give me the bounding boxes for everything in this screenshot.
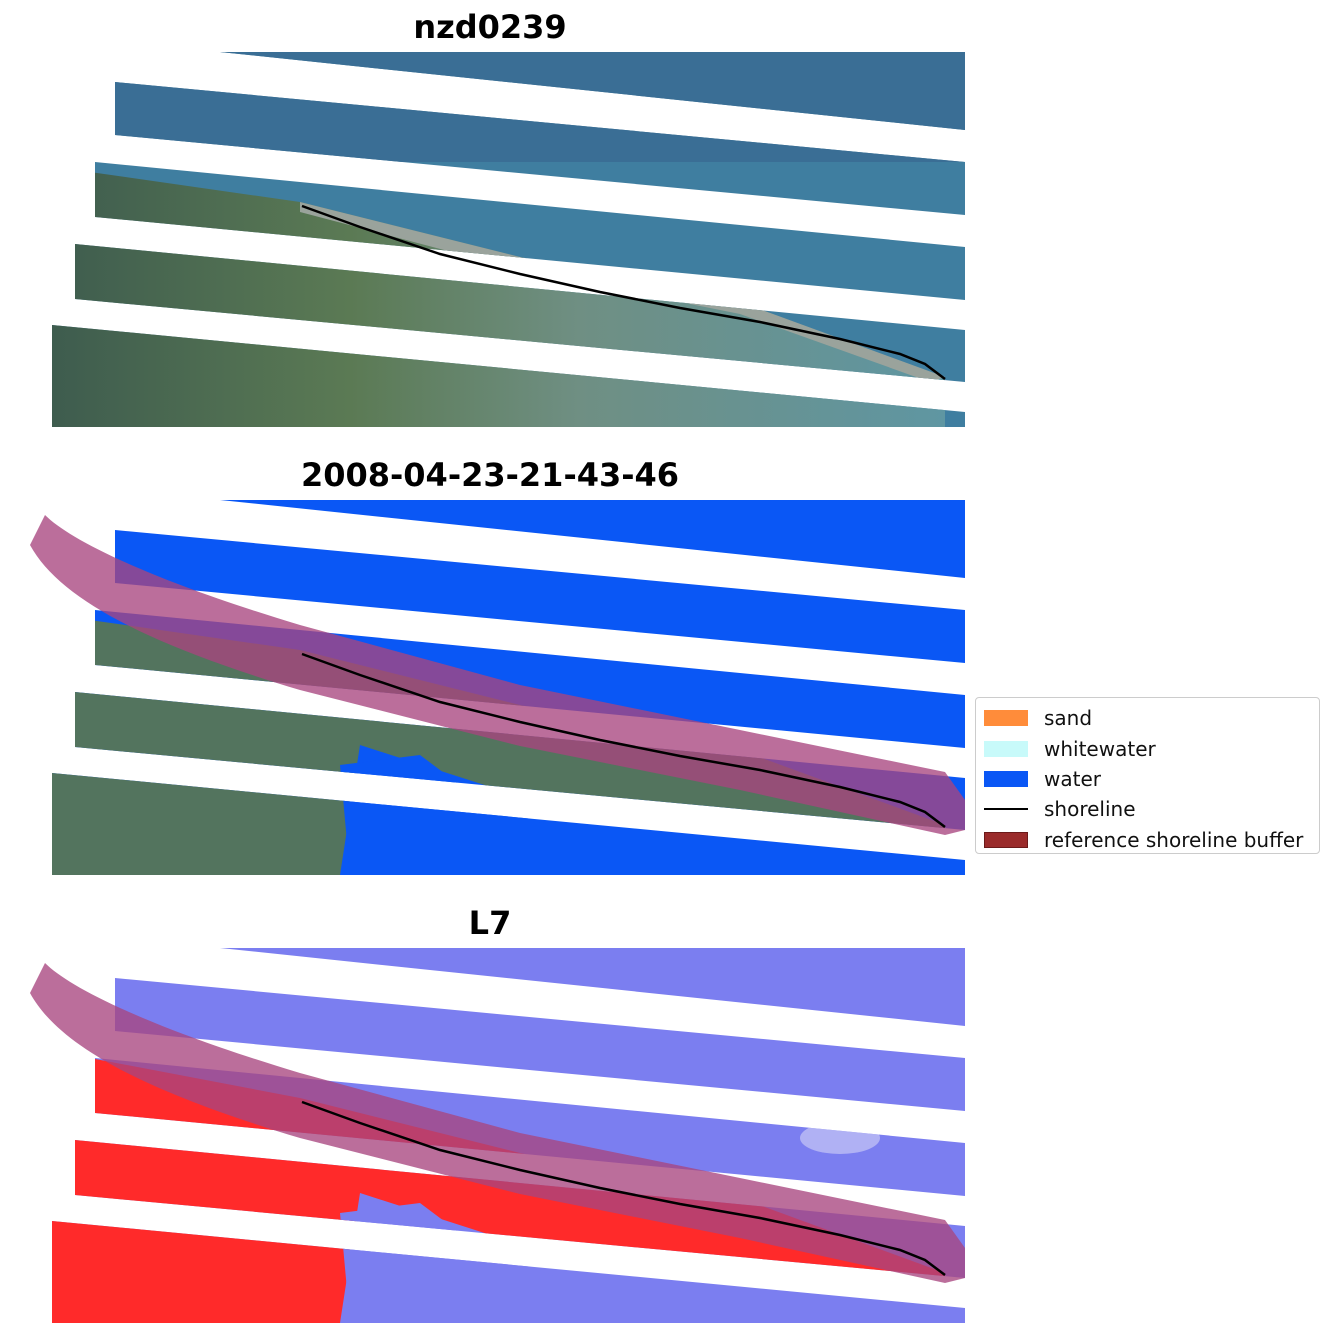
satellite-image-rgb <box>52 52 965 427</box>
shoreline-line <box>301 652 946 828</box>
legend-item-shoreline: shoreline <box>984 794 1319 824</box>
legend-item-sand: sand <box>984 703 1319 733</box>
shoreline-line <box>301 1100 946 1276</box>
legend-label: shoreline <box>1044 797 1136 822</box>
legend: sand whitewater water shoreline referenc… <box>975 697 1320 854</box>
panel-title-1: nzd0239 <box>413 8 567 46</box>
reference-shoreline-buffer <box>30 963 965 1283</box>
panel-title-3: L7 <box>468 904 512 942</box>
reference-shoreline-buffer <box>30 515 965 835</box>
legend-item-buffer: reference shoreline buffer <box>984 825 1319 855</box>
water-swatch <box>984 770 1028 787</box>
index-image <box>30 948 965 1323</box>
legend-label: sand <box>1044 706 1093 731</box>
legend-item-whitewater: whitewater <box>984 733 1319 763</box>
classified-image <box>30 500 965 875</box>
shoreline-line <box>301 204 946 380</box>
legend-label: water <box>1044 766 1101 791</box>
panel-title-2: 2008-04-23-21-43-46 <box>300 456 680 494</box>
legend-label: whitewater <box>1044 736 1156 761</box>
buffer-swatch <box>984 831 1028 848</box>
whitewater-swatch <box>984 740 1028 757</box>
shoreline-swatch <box>984 808 1028 811</box>
legend-item-water: water <box>984 764 1319 794</box>
legend-label: reference shoreline buffer <box>1044 827 1304 852</box>
sand-swatch <box>984 710 1028 727</box>
